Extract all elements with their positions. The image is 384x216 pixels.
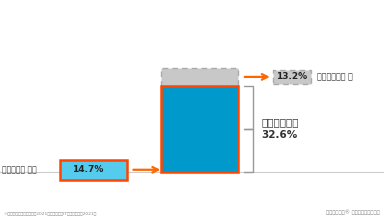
Text: ふたり情シス へ: ふたり情シス へ (317, 72, 353, 81)
Text: 14.7%: 14.7% (72, 165, 103, 174)
Text: ゼロ情シス から: ゼロ情シス から (2, 165, 36, 174)
Bar (273, 70, 311, 84)
Bar (161, 68, 238, 86)
Text: ひとり情シス® ワーキンググループ: ひとり情シス® ワーキンググループ (326, 209, 380, 215)
Text: ©「ひとり情シス実態調査2021」「中堅企業IT投資動向調査2021」: ©「ひとり情シス実態調査2021」「中堅企業IT投資動向調査2021」 (4, 211, 97, 215)
Bar (161, 86, 238, 172)
Text: ひとり情シス
32.6%: ひとり情シス 32.6% (261, 117, 299, 140)
Bar (60, 160, 127, 180)
Text: 13.2%: 13.2% (276, 72, 308, 81)
Text: ひとり情シスから増員する企業増加: ひとり情シスから増員する企業増加 (6, 12, 134, 25)
